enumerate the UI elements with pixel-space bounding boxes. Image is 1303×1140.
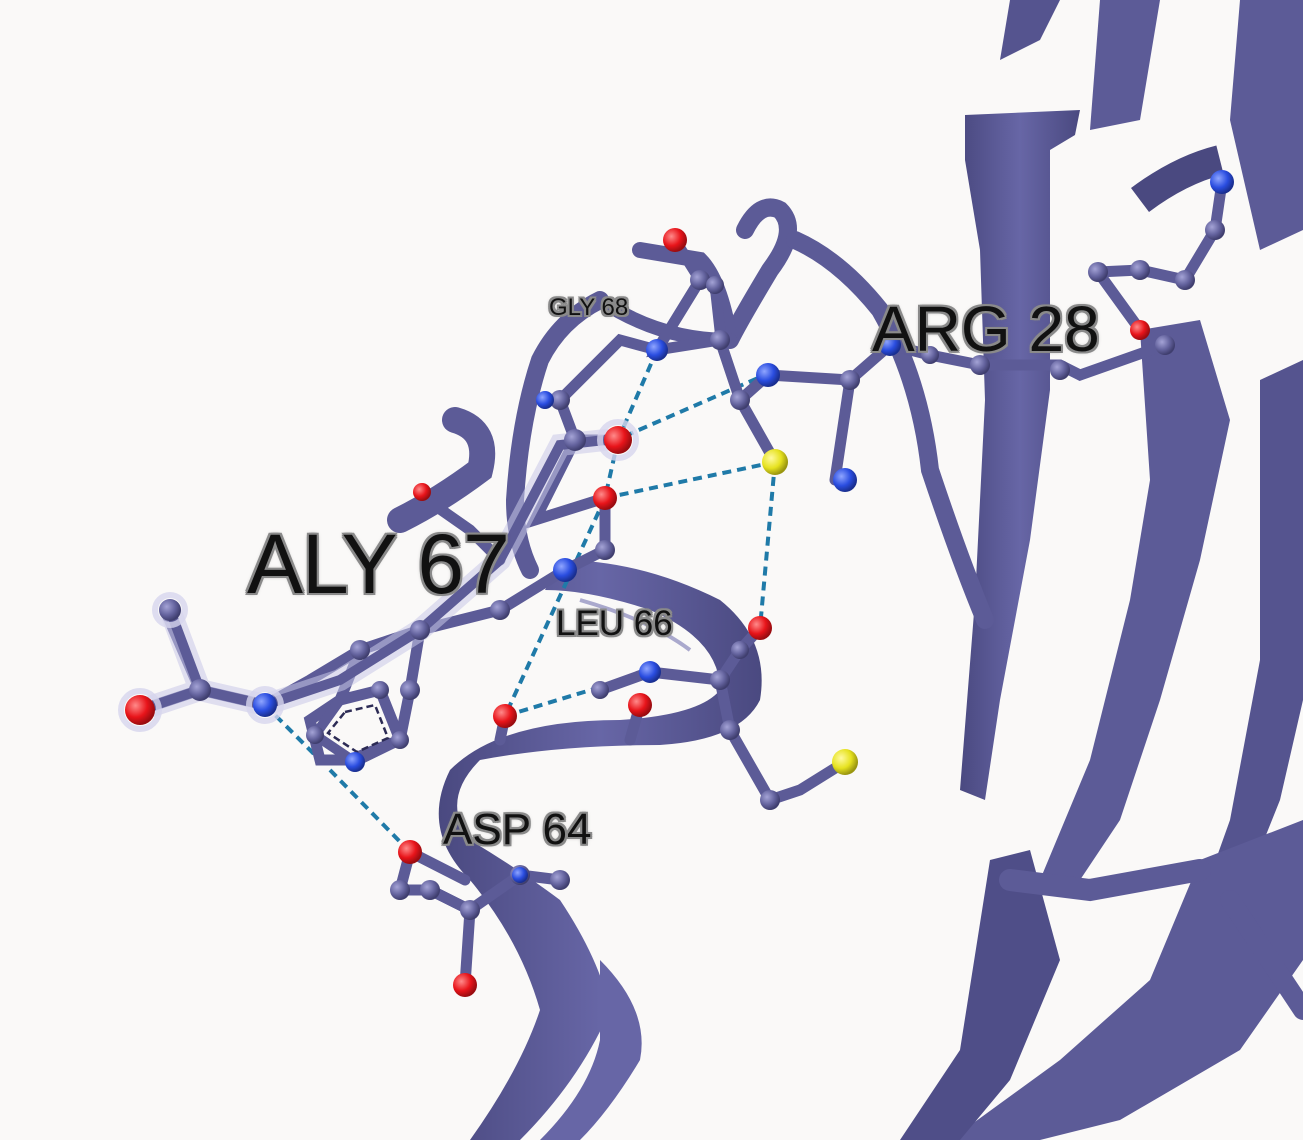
nitrogen-atoms [253, 170, 1234, 883]
label-gly-68: GLY 68 [549, 294, 629, 321]
aly67-atom-glow [118, 419, 639, 732]
alpha-helix [438, 560, 762, 1140]
label-aly-67: ALY 67 [247, 517, 510, 611]
carbon-atoms [159, 220, 1225, 920]
sulfur-atoms [762, 449, 858, 775]
beta-sheet [900, 0, 1303, 1140]
oxygen-atoms [125, 228, 1150, 997]
label-arg-28: ARG 28 [872, 293, 1100, 365]
label-leu-66: LEU 66 [556, 604, 673, 643]
label-asp-64: ASP 64 [443, 805, 592, 854]
